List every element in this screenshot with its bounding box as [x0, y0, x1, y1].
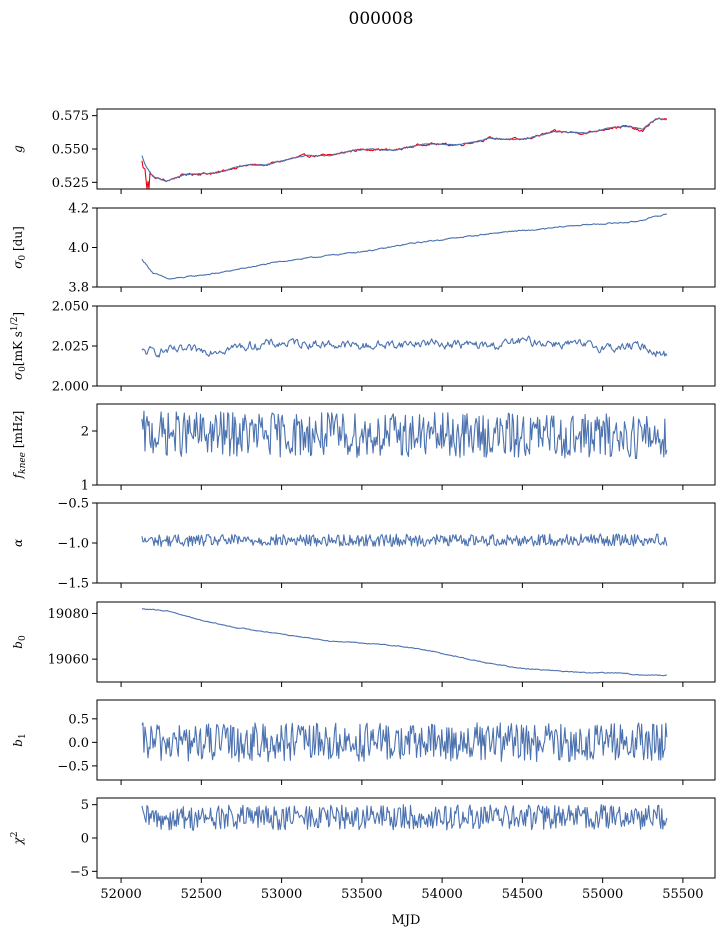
x-tick-label: 54000 — [421, 887, 462, 902]
panel-sigma0-mks: 2.000 2.025 2.050 σ0[mK s1/2] — [10, 300, 716, 395]
y-axis-label: g — [11, 145, 25, 153]
y-tick-label: −1.5 — [57, 577, 89, 592]
x-tick-label: 55000 — [582, 887, 623, 902]
y-tick-label: 4.2 — [68, 202, 89, 217]
series-line — [141, 722, 668, 763]
x-tick-label: 52500 — [181, 887, 222, 902]
figure-title: 000008 — [349, 9, 414, 29]
axes-frame — [96, 699, 716, 781]
series-line — [141, 117, 667, 189]
y-tick-label: 0 — [81, 832, 89, 847]
panel-chi2: −5 0 5 52000 52500 53000 53500 54000 54500 55000 5… — [10, 797, 716, 902]
y-tick-label: 1 — [81, 479, 89, 494]
series-line — [141, 410, 668, 460]
y-tick-label: −0.5 — [57, 497, 89, 512]
panel-fknee: 1 2 fknee [mHz] — [11, 403, 716, 494]
axes-frame — [96, 601, 716, 683]
y-tick-label: −1.0 — [57, 537, 89, 552]
x-axis-label: MJD — [392, 913, 421, 928]
y-tick-label: 0.575 — [52, 109, 89, 124]
y-tick-label: 2.000 — [52, 380, 89, 395]
y-tick-label: −0.5 — [57, 759, 89, 774]
series-line — [141, 533, 668, 548]
y-axis-label: χ2 — [10, 831, 25, 845]
y-tick-label: 0.5 — [68, 712, 89, 727]
x-tick-label: 54500 — [502, 887, 543, 902]
y-tick-label: 3.8 — [68, 281, 89, 296]
y-tick-label: 2.025 — [52, 340, 89, 355]
y-tick-label: 2 — [81, 425, 89, 440]
y-tick-label: 4.0 — [68, 241, 89, 256]
y-tick-label: 19080 — [48, 607, 89, 622]
panel-b0: 19060 19080 b0 — [11, 601, 716, 687]
series-line — [141, 608, 667, 677]
y-tick-label: 2.050 — [52, 300, 89, 315]
panel-b1: −0.5 0.0 0.5 b1 — [11, 699, 716, 785]
y-tick-label: 0.525 — [52, 176, 89, 191]
series-line — [141, 213, 668, 280]
panel-sigma0-du: 3.8 4.0 4.2 σ0 [du] — [11, 202, 716, 296]
y-axis-label: σ0[mK s1/2] — [10, 312, 28, 380]
y-tick-label: 0.550 — [52, 143, 89, 158]
panel-g: 0.525 0.550 0.575 g — [11, 108, 716, 194]
axes-frame — [96, 403, 716, 486]
y-tick-label: −5 — [70, 865, 89, 880]
y-axis-label: α — [11, 539, 25, 547]
y-tick-label: 0.0 — [68, 736, 89, 751]
x-tick-label: 55500 — [662, 887, 703, 902]
series-line — [141, 335, 668, 358]
panel-alpha: −1.5 −1.0 −0.5 α — [11, 497, 716, 592]
y-axis-label: b1 — [11, 733, 28, 746]
y-axis-label: σ0 [du] — [11, 226, 28, 269]
x-tick-label: 53000 — [261, 887, 302, 902]
x-tick-label: 53500 — [341, 887, 382, 902]
y-tick-label: 19060 — [48, 653, 89, 668]
y-tick-label: 5 — [81, 798, 89, 813]
axes-frame — [96, 207, 716, 288]
axes-frame — [96, 305, 716, 387]
axes-frame — [96, 108, 716, 190]
y-axis-label: fknee [mHz] — [11, 411, 28, 480]
x-tick-label: 52000 — [100, 887, 141, 902]
series-line — [141, 117, 667, 182]
series-line — [141, 804, 668, 831]
y-axis-label: b0 — [11, 635, 28, 649]
